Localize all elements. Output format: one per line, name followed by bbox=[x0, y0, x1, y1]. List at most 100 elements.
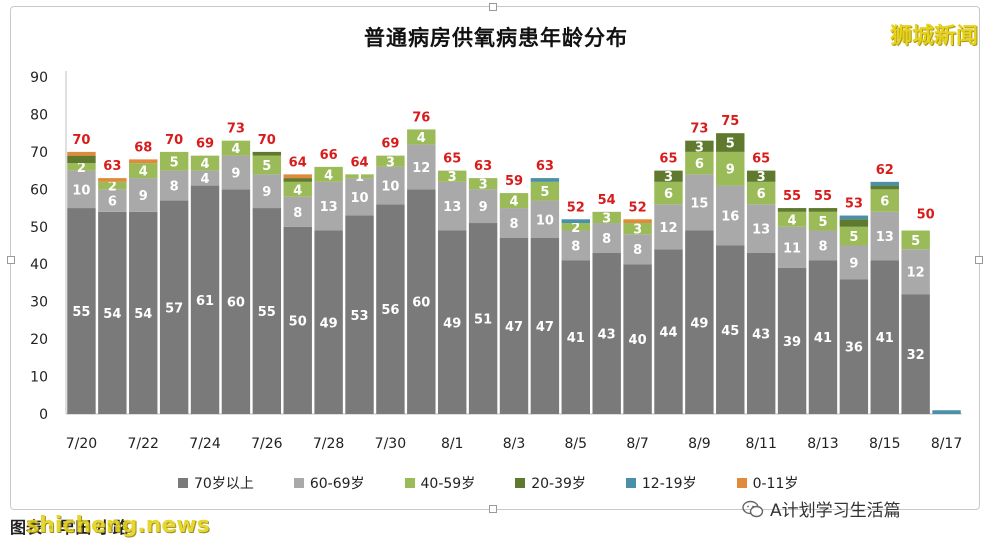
bar-segment bbox=[221, 140, 251, 156]
segment-value-label: 5 bbox=[262, 159, 271, 174]
bar-segment bbox=[746, 204, 776, 253]
bar-segment bbox=[221, 155, 251, 190]
legend-label: 20-39岁 bbox=[531, 476, 586, 492]
segment-value-label: 8 bbox=[170, 180, 179, 195]
legend-swatch bbox=[404, 478, 415, 488]
segment-value-label: 1 bbox=[355, 170, 364, 185]
segment-value-label: 3 bbox=[386, 155, 395, 170]
segment-value-label: 3 bbox=[757, 170, 766, 185]
segment-value-label: 54 bbox=[134, 307, 152, 322]
legend-label: 70岁以上 bbox=[194, 476, 254, 492]
segment-value-label: 9 bbox=[726, 163, 735, 178]
total-value-label: 55 bbox=[814, 189, 832, 204]
segment-value-label: 53 bbox=[350, 309, 368, 324]
bar-segment bbox=[376, 155, 405, 167]
resize-handle-top[interactable] bbox=[489, 3, 497, 11]
bar-segment bbox=[870, 189, 899, 212]
segment-value-label: 55 bbox=[72, 305, 90, 320]
segment-value-label: 3 bbox=[479, 178, 488, 193]
segment-value-label: 43 bbox=[598, 327, 616, 342]
segment-value-label: 6 bbox=[757, 187, 766, 202]
bar-segment bbox=[870, 181, 899, 186]
bar-segment bbox=[623, 264, 652, 414]
bar-segment bbox=[530, 181, 560, 201]
segment-value-label: 60 bbox=[227, 296, 245, 311]
bar-segment bbox=[839, 219, 869, 227]
bar-segment bbox=[190, 155, 220, 171]
x-tick-label: 7/26 bbox=[251, 436, 283, 452]
bar-segment bbox=[190, 185, 220, 414]
segment-value-label: 45 bbox=[721, 324, 739, 339]
total-value-label: 52 bbox=[567, 200, 585, 215]
bar-segment bbox=[407, 129, 436, 145]
bar-segment bbox=[839, 279, 869, 414]
segment-value-label: 3 bbox=[695, 140, 704, 155]
total-value-label: 65 bbox=[752, 152, 770, 167]
segment-value-label: 41 bbox=[567, 331, 585, 346]
bar-segment bbox=[376, 204, 405, 414]
bar-segment bbox=[376, 166, 405, 205]
bar-segment bbox=[592, 223, 621, 253]
legend-swatch bbox=[178, 478, 188, 488]
bar-segment bbox=[499, 238, 529, 414]
bar-segment bbox=[468, 189, 498, 224]
y-tick-label: 90 bbox=[30, 70, 48, 86]
total-value-label: 69 bbox=[196, 137, 214, 152]
total-value-label: 64 bbox=[350, 155, 368, 170]
bar-segment bbox=[530, 238, 560, 414]
segment-value-label: 60 bbox=[412, 296, 430, 311]
legend-swatch bbox=[736, 478, 747, 488]
bar-segment bbox=[129, 163, 158, 179]
bar-segment bbox=[221, 189, 251, 414]
segment-value-label: 44 bbox=[659, 326, 677, 341]
bar-segment bbox=[67, 208, 96, 414]
x-tick-label: 8/13 bbox=[807, 436, 838, 452]
bar-segment bbox=[314, 230, 343, 414]
segment-value-label: 6 bbox=[880, 195, 889, 210]
segment-value-label: 10 bbox=[350, 191, 368, 206]
bar-segment bbox=[839, 226, 869, 246]
bar-segment bbox=[407, 144, 436, 190]
x-tick-label: 7/24 bbox=[189, 436, 221, 452]
segment-value-label: 47 bbox=[505, 320, 523, 335]
total-value-label: 70 bbox=[72, 133, 90, 148]
segment-value-label: 8 bbox=[818, 240, 827, 255]
bar-segment bbox=[345, 174, 374, 179]
bar-segment bbox=[716, 245, 745, 414]
bar-segment bbox=[561, 219, 591, 224]
bar-segment bbox=[499, 193, 529, 209]
segment-value-label: 49 bbox=[443, 316, 461, 331]
bar-segment bbox=[252, 174, 282, 209]
resize-handle-left[interactable] bbox=[7, 256, 15, 264]
x-tick-label: 8/9 bbox=[688, 436, 711, 452]
segment-value-label: 8 bbox=[571, 240, 580, 255]
x-tick-label: 8/11 bbox=[745, 436, 776, 452]
segment-value-label: 41 bbox=[876, 331, 894, 346]
bar-segment bbox=[746, 170, 776, 182]
resize-handle-right[interactable] bbox=[975, 256, 983, 264]
bar-segment bbox=[870, 211, 899, 261]
segment-value-label: 4 bbox=[201, 172, 210, 187]
y-tick-label: 40 bbox=[30, 257, 48, 273]
bar-segment bbox=[592, 252, 621, 414]
legend-item: 20-39岁 bbox=[515, 473, 586, 493]
legend-label: 0-11岁 bbox=[752, 476, 799, 492]
segment-value-label: 41 bbox=[814, 331, 832, 346]
wechat-account: A计划学习生活篇 bbox=[742, 496, 901, 521]
bar-segment bbox=[159, 200, 189, 414]
chart-legend: 70岁以上 60-69岁 40-59岁 20-39岁 12-19岁 0-11岁 bbox=[178, 473, 838, 493]
bar-segment bbox=[808, 208, 838, 212]
segment-value-label: 4 bbox=[231, 142, 240, 157]
bar-segment bbox=[901, 249, 930, 295]
bar-segment bbox=[654, 181, 683, 205]
legend-swatch bbox=[625, 478, 636, 488]
segment-value-label: 4 bbox=[324, 168, 333, 183]
y-tick-label: 10 bbox=[30, 370, 48, 386]
total-value-label: 53 bbox=[845, 197, 863, 212]
bar-segment bbox=[98, 211, 127, 414]
segment-value-label: 3 bbox=[664, 170, 673, 185]
bar-segment bbox=[685, 174, 714, 231]
bar-segment bbox=[777, 211, 807, 227]
segment-value-label: 36 bbox=[845, 341, 863, 356]
resize-handle-bottom[interactable] bbox=[489, 505, 497, 513]
